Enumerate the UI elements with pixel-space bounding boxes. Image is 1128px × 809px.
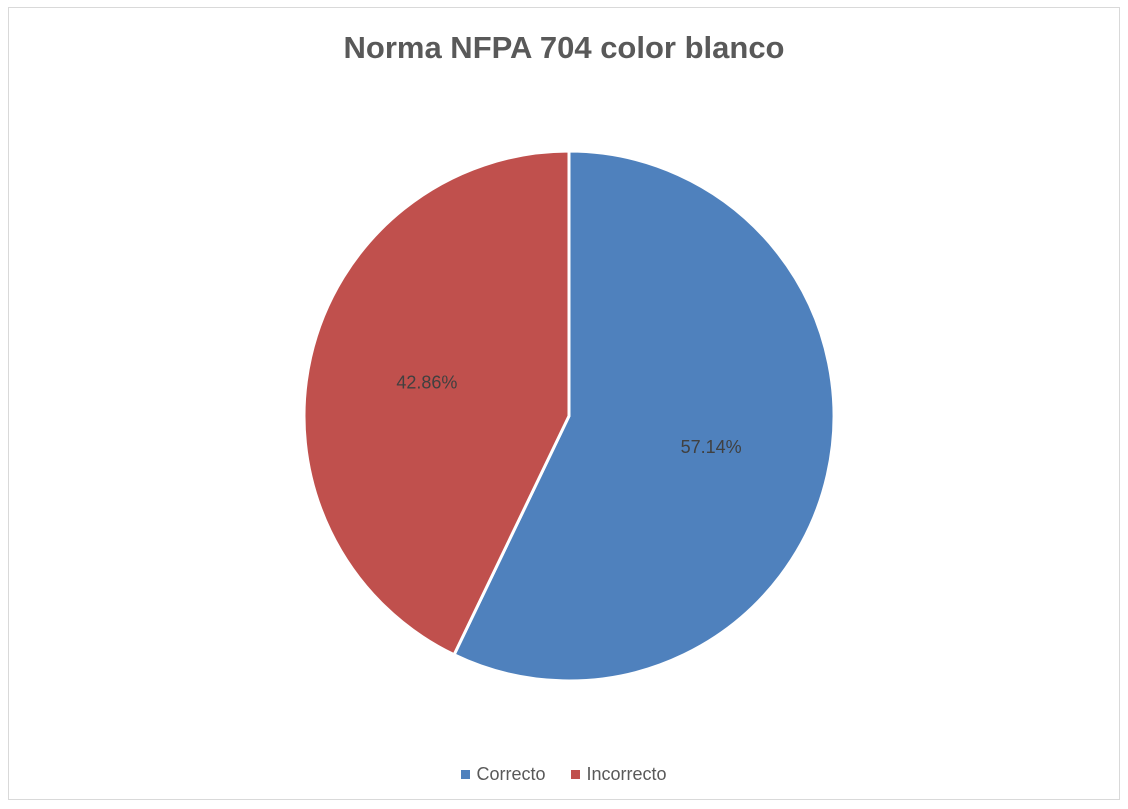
legend-label-correcto: Correcto — [476, 764, 546, 784]
legend-item-correcto: Correcto — [461, 764, 545, 785]
data-label-correcto: 57.14% — [681, 437, 742, 457]
chart-legend: Correcto Incorrecto — [0, 764, 1128, 785]
legend-item-incorrecto: Incorrecto — [571, 764, 667, 785]
chart-title: Norma NFPA 704 color blanco — [343, 30, 785, 65]
legend-swatch-correcto — [461, 770, 471, 779]
legend-label-incorrecto: Incorrecto — [586, 764, 667, 784]
pie-slice-correcto — [452, 149, 836, 683]
legend-swatch-incorrecto — [571, 770, 581, 779]
data-label-incorrecto: 42.86% — [396, 372, 457, 392]
pie-slice-incorrecto — [302, 149, 571, 657]
